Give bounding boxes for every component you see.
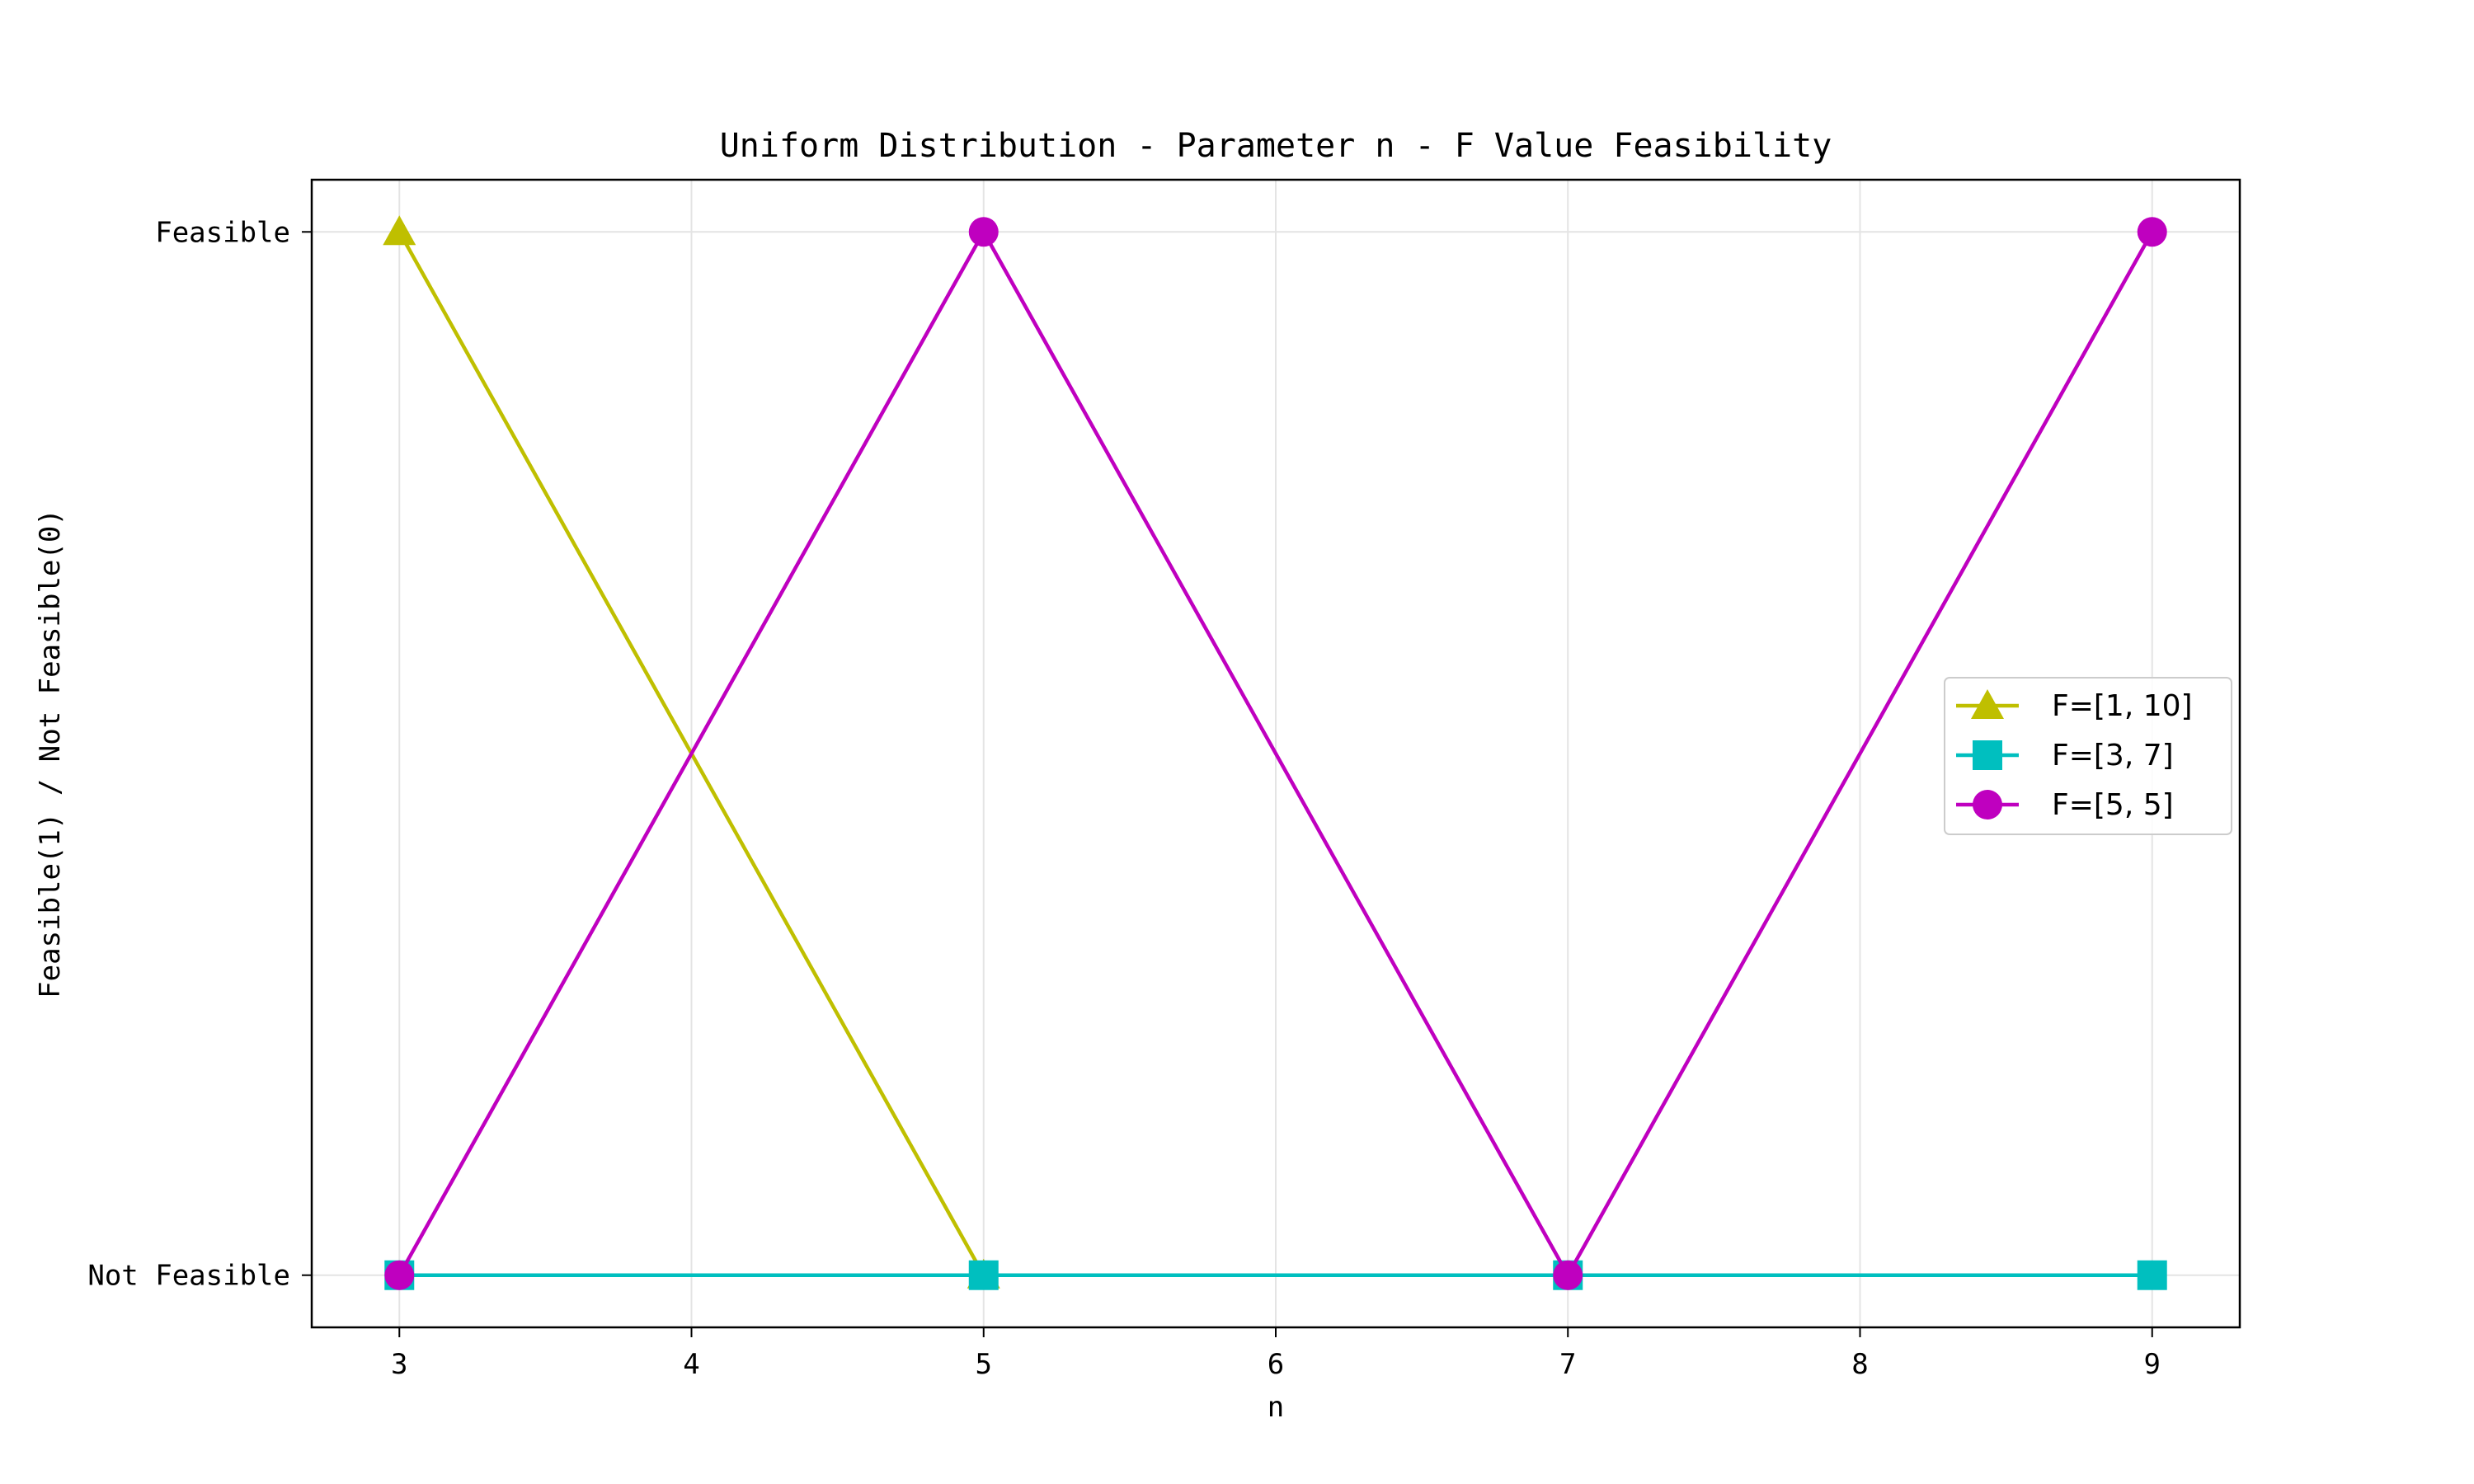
data-point	[1553, 1260, 1583, 1290]
legend-item: F=[1, 10]	[1956, 689, 2193, 723]
ticks: 3 4 5 6 7 8 9 Not Feasible Feasible	[87, 216, 2161, 1381]
x-tick-label: 5	[976, 1348, 992, 1381]
legend-label: F=[3, 7]	[2052, 739, 2174, 773]
data-point	[384, 1260, 415, 1290]
series-layer	[383, 215, 2167, 1290]
series-line	[397, 230, 2154, 1277]
series-3	[384, 217, 2167, 1290]
x-tick-label: 6	[1268, 1348, 1284, 1381]
y-tick-label: Feasible	[155, 216, 290, 249]
legend-marker	[1973, 740, 2002, 770]
chart-title: Uniform Distribution - Parameter n - F V…	[720, 127, 1832, 165]
y-axis-label: Feasible(1) / Not Feasible(0)	[34, 509, 67, 998]
legend-box	[1944, 677, 2232, 835]
legend-label: F=[1, 10]	[2052, 689, 2193, 723]
y-tick-label: Not Feasible	[87, 1260, 290, 1293]
x-tick-label: 8	[1851, 1348, 1868, 1381]
x-axis-label: n	[1268, 1391, 1284, 1424]
legend: F=[1, 10] F=[3, 7] F=[5, 5]	[1944, 677, 2232, 835]
data-point	[968, 217, 999, 247]
data-point	[2137, 1260, 2167, 1290]
legend-marker	[1971, 689, 2004, 719]
x-tick-label: 3	[391, 1348, 407, 1381]
legend-item: F=[3, 7]	[1956, 739, 2174, 773]
legend-item: F=[5, 5]	[1956, 788, 2174, 822]
x-tick-label: 9	[2143, 1348, 2160, 1381]
x-tick-label: 4	[683, 1348, 699, 1381]
x-tick-label: 7	[1559, 1348, 1576, 1381]
data-point	[968, 1260, 999, 1290]
data-point	[2137, 217, 2167, 247]
data-point	[383, 215, 416, 246]
legend-marker	[1973, 790, 2002, 819]
legend-label: F=[5, 5]	[2052, 788, 2174, 822]
